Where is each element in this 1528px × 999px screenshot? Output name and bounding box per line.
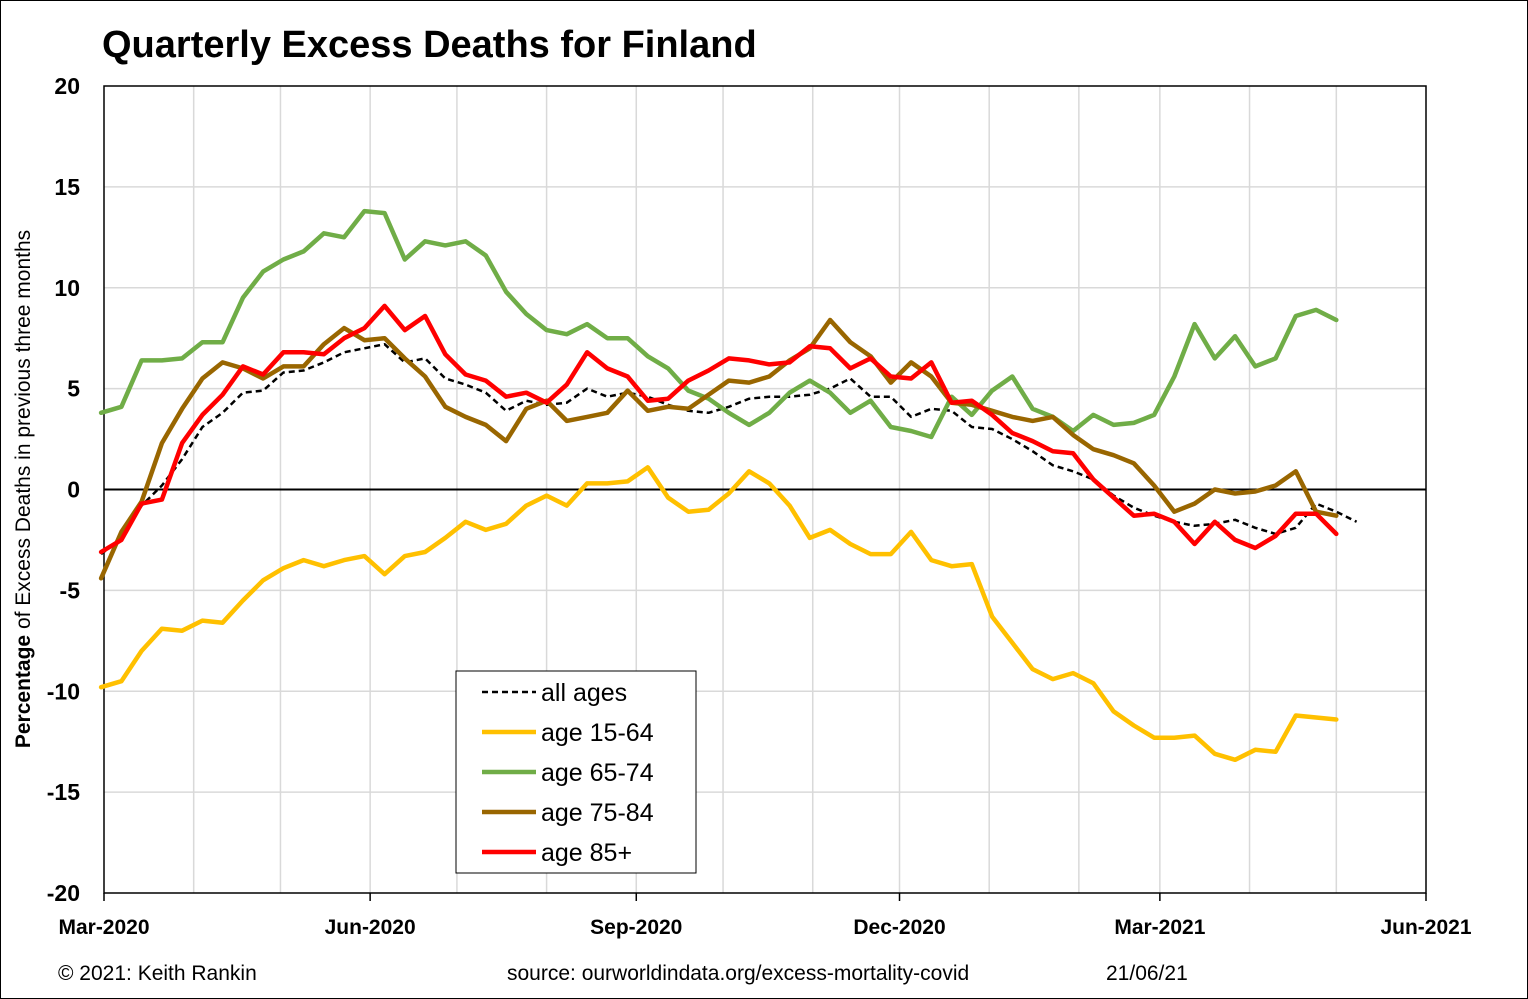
x-tick-label: Mar-2021	[1114, 916, 1205, 939]
x-tick-label: Mar-2020	[58, 916, 149, 939]
y-tick-label: -10	[47, 678, 80, 704]
footer-date: 21/06/21	[1106, 962, 1188, 985]
chart-title: Quarterly Excess Deaths for Finland	[102, 24, 757, 66]
series-line-all-ages	[100, 342, 1358, 556]
y-axis-label-bold: Percentage	[12, 635, 35, 748]
x-tick-label: Dec-2020	[853, 916, 945, 939]
x-tick-label: Jun-2020	[325, 916, 416, 939]
footer-copyright: © 2021: Keith Rankin	[58, 962, 257, 985]
y-tick-label: 10	[54, 275, 80, 301]
footer-source: source: ourworldindata.org/excess-mortal…	[507, 962, 969, 985]
legend-label: all ages	[541, 679, 627, 707]
legend-label: age 85+	[541, 839, 632, 867]
y-tick-label: 0	[67, 477, 80, 503]
y-tick-label: -5	[60, 577, 81, 603]
y-axis-label-rest: of Excess Deaths in previous three month…	[12, 230, 35, 635]
y-axis-label: Percentage of Excess Deaths in previous …	[12, 230, 35, 748]
series-line-age-65-74	[98, 208, 1339, 440]
y-tick-label: -15	[47, 779, 80, 805]
x-tick-label: Jun-2021	[1380, 916, 1471, 939]
y-axis-ticks: 20 15 10 5 0 -5 -10 -15 -20	[47, 73, 80, 906]
legend-label: age 75-84	[541, 799, 654, 827]
y-tick-label: 15	[54, 174, 80, 200]
legend-label: age 15-64	[541, 719, 654, 747]
x-tick-label: Sep-2020	[590, 916, 682, 939]
y-tick-label: 20	[54, 73, 80, 99]
y-tick-label: 5	[67, 376, 80, 402]
series-line-age-85-	[98, 303, 1339, 555]
series-line-age-15-64	[98, 465, 1339, 763]
series-lines	[98, 208, 1358, 763]
x-axis-ticks: Mar-2020 Jun-2020 Sep-2020 Dec-2020 Mar-2021…	[58, 893, 1472, 939]
legend-label: age 65-74	[541, 759, 654, 787]
legend: all ages age 15-64 age 65-74 age 75-84 age 8…	[455, 670, 697, 874]
y-tick-label: -20	[47, 880, 80, 906]
series-line-age-75-84	[98, 317, 1339, 581]
